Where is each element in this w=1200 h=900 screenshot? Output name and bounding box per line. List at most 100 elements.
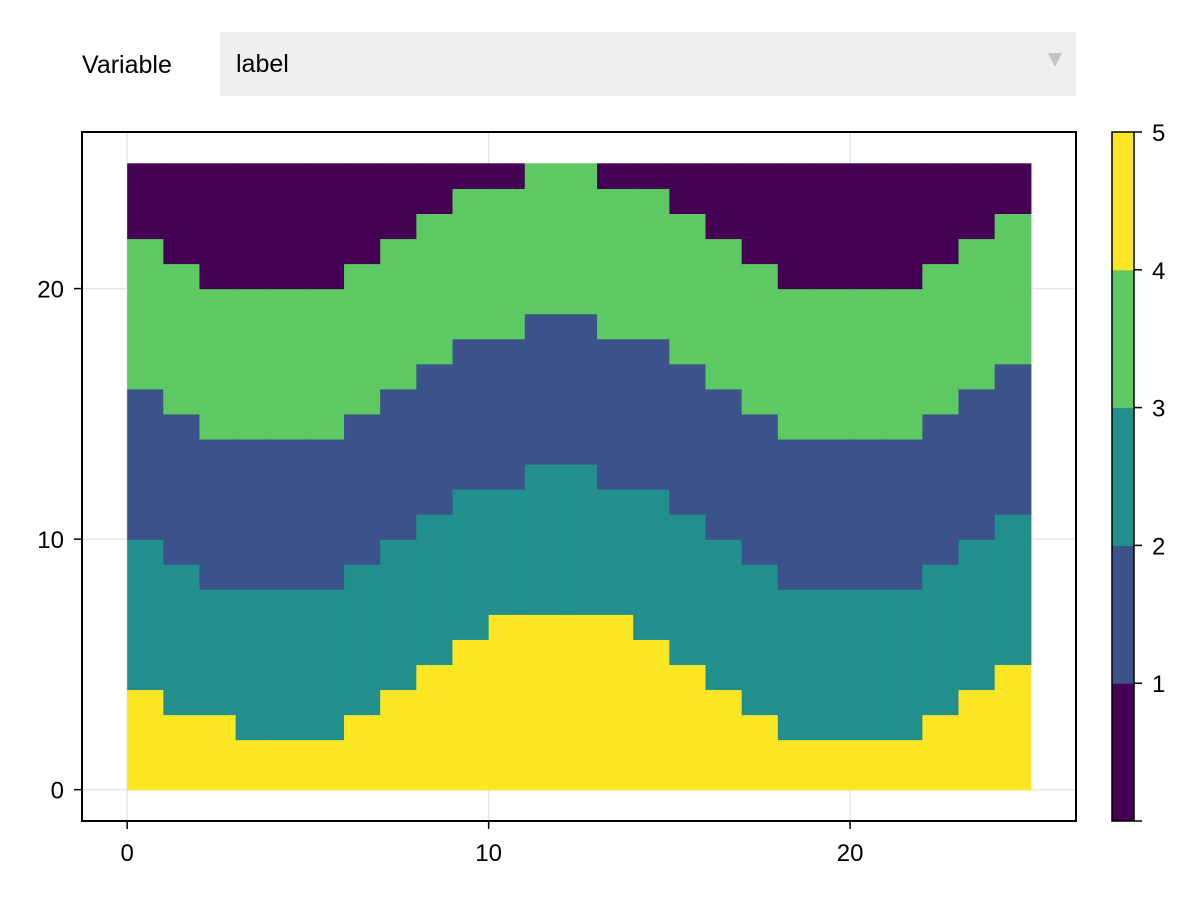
heatmap-cell	[163, 564, 201, 716]
heatmap-cell	[560, 163, 598, 315]
heatmap-cell	[488, 489, 526, 615]
heatmap-cell	[741, 263, 779, 415]
heatmap-cell	[777, 288, 815, 440]
colorbar-swatch	[1112, 545, 1134, 684]
heatmap-cell	[994, 514, 1032, 666]
heatmap-cell	[127, 163, 164, 240]
heatmap-cell	[416, 213, 454, 365]
heatmap-cell	[163, 413, 201, 565]
x-tick-label: 10	[475, 840, 502, 867]
heatmap-cell	[705, 238, 743, 390]
heatmap-cell	[307, 288, 345, 440]
heatmap-cell	[307, 589, 345, 741]
heatmap-cell	[922, 413, 960, 565]
heatmap-cell	[416, 363, 454, 515]
heatmap-cell	[452, 188, 490, 340]
heatmap-cell	[163, 163, 201, 265]
heatmap-cell	[850, 288, 887, 440]
heatmap-cell	[886, 589, 923, 741]
heatmap-cell	[488, 338, 526, 490]
colorbar-swatch	[1112, 269, 1134, 409]
heatmap-cell	[741, 564, 779, 716]
heatmap-cell	[994, 664, 1032, 791]
heatmap-cell	[452, 338, 490, 490]
heatmap-cell	[597, 614, 634, 791]
heatmap-cell	[199, 714, 237, 791]
heatmap-cell	[235, 739, 273, 791]
heatmap-cell	[380, 539, 417, 691]
heatmap-cell	[813, 163, 851, 290]
heatmap-cell	[199, 288, 237, 440]
heatmap-cell	[633, 338, 670, 490]
heatmap-cell	[271, 589, 309, 741]
heatmap-cell	[344, 413, 381, 565]
variable-menu[interactable]: label	[220, 32, 1076, 96]
heatmap-cell	[524, 614, 562, 791]
y-tick-label: 20	[37, 277, 64, 304]
heatmap-cell	[813, 739, 851, 791]
heatmap-cell	[380, 388, 417, 540]
heatmap-cell	[633, 489, 670, 640]
heatmap-cell	[560, 313, 598, 465]
heatmap-cell	[560, 463, 598, 615]
heatmap-cell	[994, 363, 1032, 515]
plot-frame	[81, 131, 1077, 822]
heatmap-cell	[235, 589, 273, 741]
heatmap-cell	[633, 188, 670, 340]
heatmap-cell	[452, 489, 490, 640]
heatmap-cell	[416, 163, 454, 215]
heatmap-cell	[597, 338, 634, 490]
heatmap-cell	[271, 288, 309, 440]
heatmap-cell	[741, 413, 779, 565]
heatmap-cell	[524, 463, 562, 615]
heatmap-cell	[958, 163, 996, 240]
heatmap-cell	[813, 288, 851, 440]
heatmap-cell	[777, 163, 815, 290]
heatmap-cell	[380, 163, 417, 240]
heatmap-cell	[488, 163, 526, 189]
heatmap-cells	[127, 163, 1032, 791]
heatmap-cell	[524, 163, 562, 315]
heatmap-cell	[235, 438, 273, 590]
heatmap-cell	[958, 539, 996, 691]
heatmap-cell	[452, 163, 490, 189]
heatmap-cell	[705, 539, 743, 691]
heatmap-cell	[380, 689, 417, 791]
heatmap-cell	[850, 739, 887, 791]
colorbar-tick-label: 4	[1152, 258, 1165, 285]
heatmap-cell	[741, 714, 779, 791]
colorbar: 1 2 3 4 5	[1111, 120, 1165, 822]
heatmap-cell	[705, 689, 743, 791]
heatmap-cell	[705, 163, 743, 240]
heatmap-cell	[307, 163, 345, 290]
heatmap-cell	[163, 714, 201, 791]
heatmap-cell	[127, 238, 164, 390]
colorbar-tick-label: 2	[1152, 533, 1165, 560]
heatmap-cell	[452, 639, 490, 791]
heatmap-cell	[777, 438, 815, 590]
colorbar-swatch	[1112, 407, 1134, 546]
heatmap-cell	[597, 188, 634, 340]
heatmap-cell	[886, 438, 923, 590]
heatmap-cell	[597, 489, 634, 615]
colorbar-tick-label: 1	[1152, 671, 1165, 698]
heatmap-cell	[922, 163, 960, 265]
heatmap-cell	[344, 163, 381, 265]
triangle-down-icon[interactable]	[1048, 53, 1062, 67]
y-tick-label: 0	[51, 778, 64, 805]
colorbar-frame	[1111, 131, 1135, 822]
x-tick-label: 0	[121, 840, 134, 867]
colorbar-tick-label: 3	[1152, 396, 1165, 423]
heatmap-cell	[886, 288, 923, 440]
heatmap-cell	[669, 514, 707, 666]
heatmap-cell	[922, 714, 960, 791]
heatmap-cell	[199, 438, 237, 590]
heatmap-cell	[669, 213, 707, 365]
heatmap-cell	[127, 388, 164, 540]
heatmap-cell	[524, 313, 562, 465]
heatmap-cell	[886, 739, 923, 791]
heatmap-cell	[813, 589, 851, 741]
heatmap-cell	[488, 188, 526, 340]
heatmap-cell	[669, 664, 707, 791]
variable-label: Variable	[82, 51, 172, 79]
